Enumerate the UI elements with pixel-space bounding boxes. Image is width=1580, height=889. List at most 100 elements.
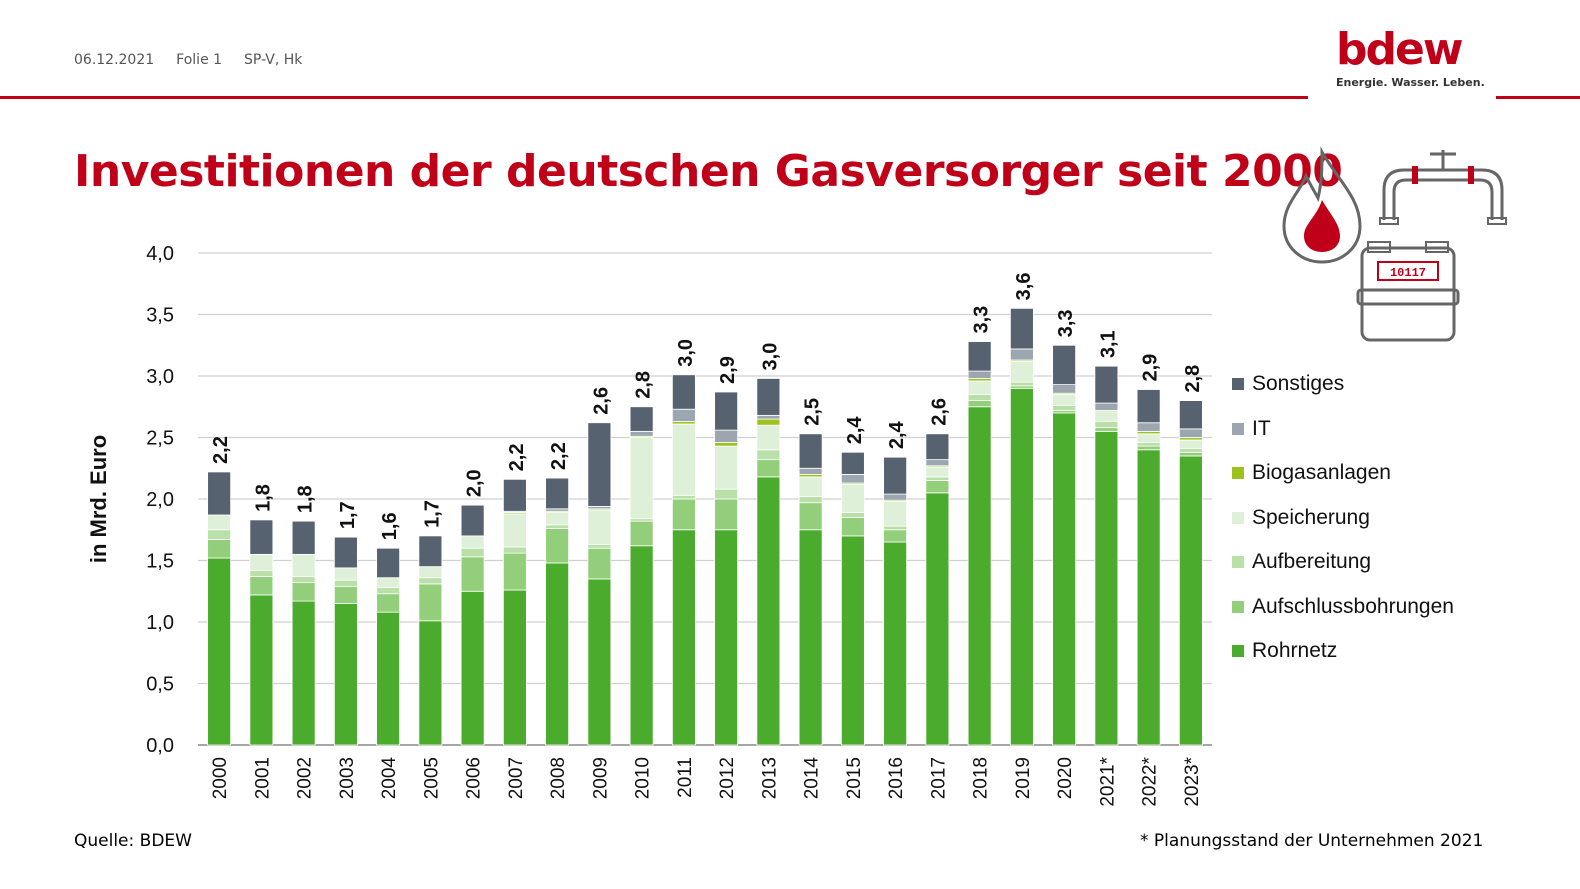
footnote: * Planungsstand der Unternehmen 2021 — [1140, 831, 1484, 851]
y-tick-label: 4,0 — [146, 243, 174, 265]
bar-segment — [798, 496, 823, 504]
bar-segment — [883, 525, 908, 531]
bar-segment — [418, 583, 443, 622]
bar-segment — [249, 594, 274, 746]
bar-segment — [840, 483, 865, 513]
x-tick-label: 2018 — [971, 757, 992, 799]
bar-segment — [925, 459, 950, 467]
x-tick-label: 2011 — [675, 757, 696, 798]
bar-segment — [967, 394, 992, 402]
bar-segment — [249, 553, 274, 571]
bar-segment — [756, 459, 781, 478]
bar-segment — [756, 414, 781, 420]
bar-total-label: 2,2 — [506, 444, 528, 472]
x-tick-label: 2015 — [844, 757, 865, 799]
bar-segment — [1094, 402, 1119, 411]
header-rule-left — [0, 96, 1308, 99]
x-tick-label: 2017 — [928, 757, 949, 799]
x-tick-label: 2006 — [464, 757, 485, 799]
x-tick-label: 2008 — [548, 757, 569, 799]
bar-segment — [629, 520, 654, 547]
bar-segment — [249, 519, 274, 555]
slide-department: SP-V, Hk — [244, 52, 303, 68]
bar-segment — [883, 541, 908, 746]
slide-date: 06.12.2021 — [74, 52, 155, 68]
bar-segment — [1094, 411, 1119, 422]
x-tick-label: 2013 — [759, 757, 780, 799]
bar-segment — [756, 476, 781, 746]
bar-segment — [840, 517, 865, 537]
x-tick-label: 2012 — [717, 757, 738, 799]
bar-segment — [714, 445, 739, 490]
legend-item: IT — [1232, 407, 1454, 452]
bar-segment — [1136, 445, 1161, 451]
bar-segment — [925, 476, 950, 481]
bar-segment — [291, 582, 316, 602]
bar-segment — [756, 378, 781, 416]
bar-segment — [291, 600, 316, 746]
bar-segment — [967, 380, 992, 395]
bar-segment — [629, 430, 654, 437]
bar-segment — [418, 566, 443, 579]
header-rule-right — [1496, 96, 1580, 99]
bar-segment — [714, 488, 739, 500]
bar-segment — [460, 547, 485, 558]
bar-segment — [925, 480, 950, 494]
bar-segment — [545, 562, 570, 746]
bar-segment — [207, 539, 232, 559]
bar-total-label: 2,8 — [633, 371, 655, 399]
y-tick-label: 2,0 — [146, 489, 174, 511]
bar-segment — [714, 391, 739, 431]
source-note: Quelle: BDEW — [74, 831, 192, 851]
x-tick-label: 2010 — [633, 757, 654, 799]
bar-segment — [502, 589, 527, 746]
legend-label: Aufschlussbohrungen — [1252, 594, 1454, 618]
bar-segment — [798, 467, 823, 475]
flame-icon — [1282, 146, 1362, 264]
bar-segment — [1009, 387, 1034, 746]
bar-segment — [671, 423, 696, 496]
bar-segment — [1178, 400, 1203, 430]
bar-total-label: 2,8 — [1182, 365, 1204, 393]
bar-segment — [798, 476, 823, 497]
x-tick-label: 2009 — [590, 757, 611, 799]
bar-segment — [1094, 365, 1119, 404]
bar-segment — [925, 433, 950, 461]
legend-swatch — [1232, 600, 1244, 613]
y-tick-label: 3,0 — [146, 366, 174, 388]
gas-icons: 10117 — [1278, 140, 1518, 354]
bar-segment — [207, 557, 232, 746]
bar-segment — [967, 406, 992, 746]
bar-segment — [502, 513, 527, 548]
x-tick-label: 2005 — [421, 757, 442, 799]
bar-segment — [1136, 422, 1161, 432]
bar-segment — [587, 544, 612, 549]
bar-segment — [1178, 455, 1203, 746]
bar-segment — [1178, 448, 1203, 453]
bar-segment — [418, 620, 443, 746]
bar-segment — [1052, 412, 1077, 746]
bar-total-label: 1,8 — [295, 485, 317, 513]
bar-segment — [1136, 389, 1161, 424]
bar-segment — [925, 492, 950, 746]
x-tick-label: 2022* — [1140, 756, 1161, 806]
bar-segment — [291, 576, 316, 584]
bar-segment — [376, 611, 401, 746]
bar-segment — [502, 478, 527, 512]
bar-segment — [333, 579, 358, 587]
bar-total-label: 2,9 — [717, 356, 739, 384]
legend-label: Aufbereitung — [1252, 550, 1372, 574]
logo-wordmark: bdew — [1336, 24, 1463, 75]
bar-segment — [1136, 433, 1161, 443]
bar-segment — [587, 578, 612, 746]
bar-segment — [1094, 427, 1119, 432]
x-tick-label: 2002 — [295, 757, 316, 799]
bar-segment — [460, 590, 485, 746]
bar-total-label: 3,6 — [1013, 273, 1035, 301]
bar-total-label: 3,0 — [759, 343, 781, 371]
bar-total-label: 3,0 — [675, 339, 697, 367]
legend-label: Biogasanlagen — [1252, 461, 1391, 485]
bar-segment — [207, 471, 232, 516]
bar-segment — [629, 437, 654, 520]
bar-segment — [1009, 307, 1034, 350]
